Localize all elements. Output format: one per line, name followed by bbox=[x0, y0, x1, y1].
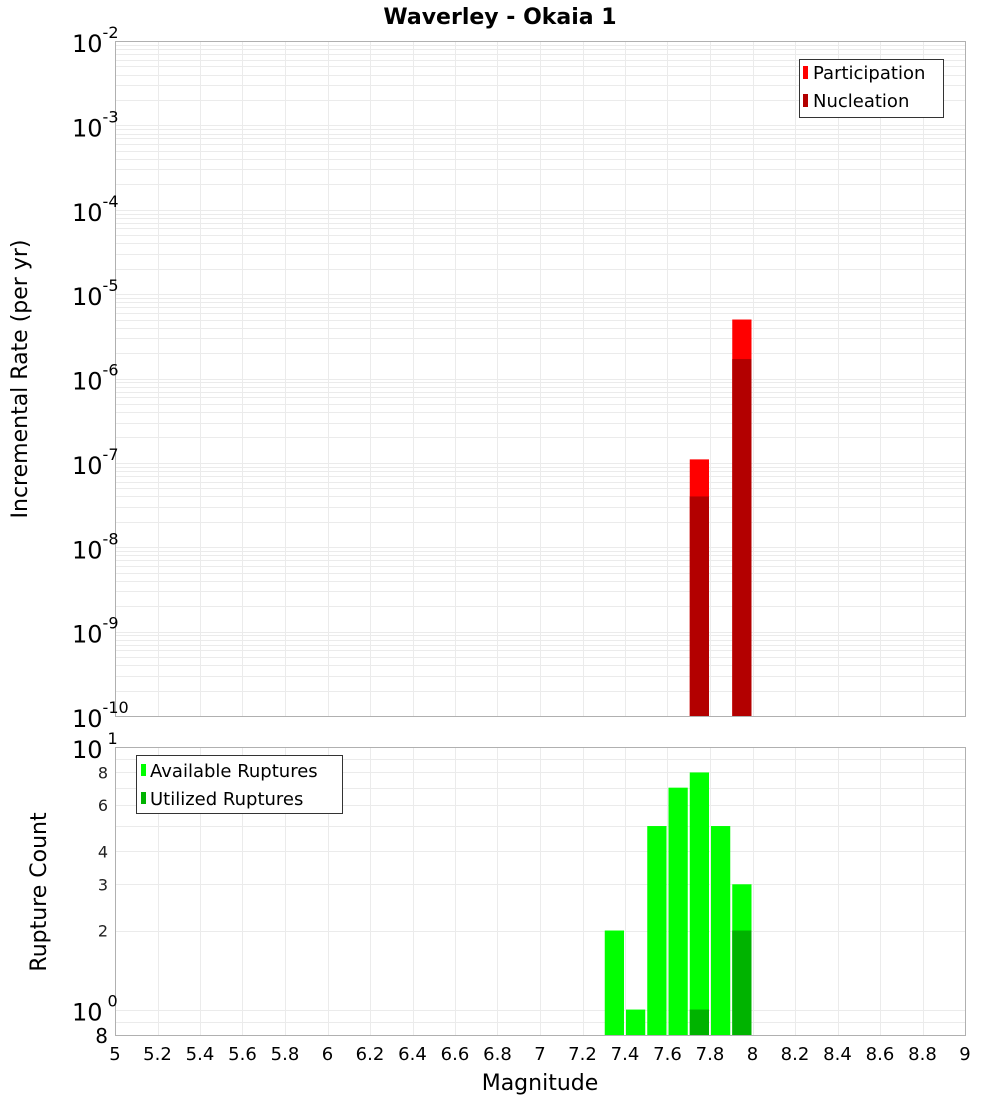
bottom-plot-grid bbox=[115, 747, 966, 1035]
y-tick-label: 2 bbox=[98, 922, 108, 941]
y-tick-label: 10-7 bbox=[72, 445, 119, 480]
x-tick-label: 7.6 bbox=[653, 1044, 682, 1065]
x-tick-label: 8.2 bbox=[781, 1044, 810, 1065]
bottom-plot-bars bbox=[604, 772, 752, 1035]
top-plot-legend: Participation Nucleation bbox=[799, 59, 944, 118]
y-tick-label: 10-4 bbox=[72, 192, 119, 227]
x-tick-label: 6.2 bbox=[356, 1044, 385, 1065]
y-tick-label: 10 1 bbox=[72, 729, 118, 764]
bar-utilized-ruptures bbox=[689, 1009, 709, 1035]
bar-nucleation bbox=[732, 359, 752, 716]
bar-available-ruptures bbox=[668, 787, 688, 1035]
bar-nucleation bbox=[689, 496, 709, 716]
utilized-ruptures-swatch bbox=[141, 792, 146, 804]
x-tick-label: 5.6 bbox=[228, 1044, 257, 1065]
y-tick-label: 4 bbox=[98, 842, 108, 861]
x-tick-label: 5.4 bbox=[186, 1044, 215, 1065]
top-plot-y-ticks: 10-2 10-3 10-4 10-5 10-6 10-7 10-8 10-9 10-10 bbox=[72, 23, 129, 733]
x-tick-label: 9 bbox=[959, 1044, 970, 1065]
x-tick-label: 8.4 bbox=[823, 1044, 852, 1065]
legend-label-available-ruptures: Available Ruptures bbox=[150, 761, 318, 782]
x-tick-label: 6.6 bbox=[441, 1044, 470, 1065]
y-tick-label: 10-6 bbox=[72, 361, 119, 396]
x-axis-ticks: 5 5.2 5.4 5.6 5.8 6 6.2 6.4 6.6 6.8 7 7.2 7.4 7.6 7.8 8… bbox=[109, 1044, 970, 1065]
y-tick-label: 10-5 bbox=[72, 276, 119, 311]
x-tick-label: 6.4 bbox=[398, 1044, 427, 1065]
top-legend-box bbox=[799, 59, 944, 118]
y-tick-label: 10 0 bbox=[72, 992, 118, 1027]
top-plot-bars bbox=[689, 319, 752, 716]
y-tick-label: 8 bbox=[98, 763, 108, 782]
chart-title: Waverley - Okaia 1 bbox=[383, 5, 616, 30]
legend-label-participation: Participation bbox=[813, 63, 925, 84]
x-tick-label: 8 bbox=[747, 1044, 758, 1065]
y-tick-label: 10-8 bbox=[72, 529, 119, 564]
bar-available-ruptures bbox=[604, 930, 624, 1035]
y-tick-label: 8 bbox=[95, 1024, 108, 1048]
x-tick-label: 7.2 bbox=[568, 1044, 597, 1065]
available-ruptures-swatch bbox=[141, 764, 146, 776]
x-tick-label: 7.8 bbox=[696, 1044, 725, 1065]
y-tick-label: 3 bbox=[98, 875, 108, 894]
y-tick-label: 10-2 bbox=[72, 23, 119, 58]
x-axis-label: Magnitude bbox=[482, 1071, 599, 1096]
top-plot-y-axis-label: Incremental Rate (per yr) bbox=[8, 240, 33, 519]
x-tick-label: 5.2 bbox=[143, 1044, 172, 1065]
bar-utilized-ruptures bbox=[732, 930, 752, 1035]
y-tick-label: 10-3 bbox=[72, 107, 119, 142]
bar-available-ruptures bbox=[626, 1009, 646, 1035]
x-tick-label: 6 bbox=[322, 1044, 333, 1065]
top-plot-grid bbox=[115, 41, 966, 716]
bottom-plot-frame bbox=[115, 747, 966, 1036]
y-tick-label: 10-9 bbox=[72, 614, 119, 649]
bar-available-ruptures bbox=[711, 826, 731, 1035]
y-tick-label: 10-10 bbox=[72, 698, 129, 733]
x-tick-label: 5.8 bbox=[271, 1044, 300, 1065]
x-tick-label: 6.8 bbox=[483, 1044, 512, 1065]
x-tick-label: 7.4 bbox=[611, 1044, 640, 1065]
legend-label-utilized-ruptures: Utilized Ruptures bbox=[150, 789, 303, 810]
bar-available-ruptures bbox=[689, 772, 709, 1035]
x-tick-label: 8.6 bbox=[866, 1044, 895, 1065]
bar-available-ruptures bbox=[647, 826, 667, 1035]
x-tick-label: 8.8 bbox=[908, 1044, 937, 1065]
x-tick-label: 7 bbox=[534, 1044, 545, 1065]
nucleation-swatch bbox=[803, 94, 808, 107]
participation-swatch bbox=[803, 66, 808, 79]
bottom-plot-legend: Available Ruptures Utilized Ruptures bbox=[136, 755, 343, 814]
bottom-legend-box bbox=[136, 755, 343, 814]
x-tick-label: 5 bbox=[109, 1044, 120, 1065]
top-plot-frame bbox=[115, 41, 966, 717]
y-tick-label: 6 bbox=[98, 796, 108, 815]
top-plot: 10-2 10-3 10-4 10-5 10-6 10-7 10-8 10-9 10-10 In… bbox=[8, 23, 966, 733]
bottom-plot-y-axis-label: Rupture Count bbox=[27, 812, 52, 972]
legend-label-nucleation: Nucleation bbox=[813, 91, 909, 112]
